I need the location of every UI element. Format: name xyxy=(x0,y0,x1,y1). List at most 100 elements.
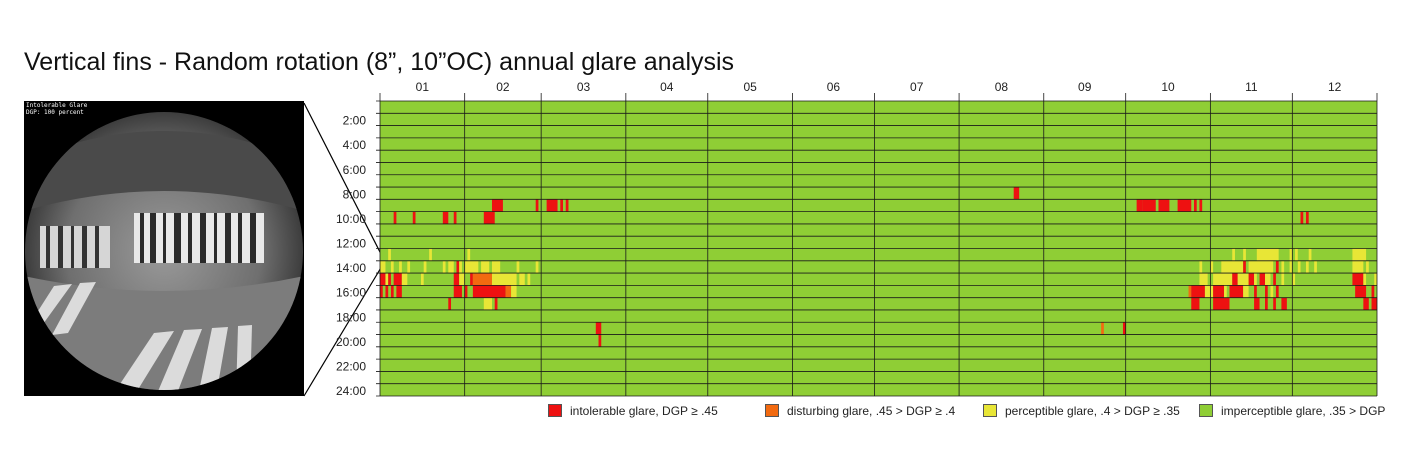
render-caption-line2: DGP: 100 percent xyxy=(26,109,84,116)
glare-cell-disturbing xyxy=(1101,322,1104,335)
glare-cell-perceptible xyxy=(1281,273,1285,286)
glare-cell-intolerable xyxy=(470,273,473,286)
glare-cell-perceptible xyxy=(1374,273,1377,286)
glare-cell-perceptible xyxy=(1243,248,1246,261)
month-tick-label: 08 xyxy=(995,80,1009,94)
glare-cell-perceptible xyxy=(1297,260,1301,274)
glare-cell-intolerable xyxy=(448,297,452,310)
month-tick-label: 02 xyxy=(496,80,510,94)
glare-cell-intolerable xyxy=(1281,297,1287,310)
month-tick-label: 05 xyxy=(743,80,757,94)
glare-cell-intolerable xyxy=(491,199,503,212)
glare-cell-intolerable xyxy=(380,273,386,286)
legend-item-imperceptible: imperceptible glare, .35 > DGP xyxy=(1199,404,1385,418)
legend-label-intolerable: intolerable glare, DGP ≥ .45 xyxy=(570,404,718,418)
month-tick-label: 12 xyxy=(1328,80,1342,94)
glare-cell-intolerable xyxy=(1273,273,1276,286)
glare-cell-perceptible xyxy=(1210,260,1214,274)
glare-cell-perceptible xyxy=(467,248,471,261)
glare-cell-intolerable xyxy=(1254,297,1260,310)
callout-line-bottom xyxy=(303,265,383,397)
glare-cell-perceptible xyxy=(1305,260,1309,274)
callout-line-top xyxy=(303,102,383,257)
glare-cell-intolerable xyxy=(1363,297,1369,310)
glare-cell-perceptible xyxy=(1363,273,1367,286)
glare-cell-perceptible xyxy=(1199,260,1203,274)
glare-cell-intolerable xyxy=(453,273,460,286)
glare-cell-intolerable xyxy=(1355,285,1367,298)
glare-cell-intolerable xyxy=(1275,285,1279,298)
glare-cell-perceptible xyxy=(1204,285,1214,298)
glare-cell-intolerable xyxy=(1229,285,1244,298)
month-tick-label: 04 xyxy=(660,80,674,94)
glare-cell-intolerable xyxy=(472,285,506,298)
legend-label-perceptible: perceptible glare, .4 > DGP ≥ .35 xyxy=(1005,404,1180,418)
glare-cell-intolerable xyxy=(1300,211,1304,224)
glare-cell-intolerable xyxy=(464,285,468,298)
glare-cell-intolerable xyxy=(380,285,383,298)
glare-cell-intolerable xyxy=(1259,273,1266,286)
glare-cell-perceptible xyxy=(390,260,394,274)
glare-cell-perceptible xyxy=(535,260,539,274)
legend-swatch-intolerable xyxy=(548,404,562,417)
hour-tick-label: 18:00 xyxy=(336,310,366,324)
glare-cell-perceptible xyxy=(1232,248,1235,261)
glare-cell-intolerable xyxy=(1232,273,1238,286)
glare-cell-disturbing xyxy=(472,273,492,286)
glare-cell-perceptible xyxy=(423,260,427,274)
glare-cell-perceptible xyxy=(1314,260,1317,274)
glare-cell-disturbing xyxy=(505,285,512,298)
glare-cell-perceptible xyxy=(1199,273,1208,286)
hour-tick-label: 22:00 xyxy=(336,359,366,373)
glare-cell-intolerable xyxy=(1158,199,1170,212)
hour-tick-label: 8:00 xyxy=(343,187,367,201)
month-tick-label: 10 xyxy=(1161,80,1175,94)
glare-cell-intolerable xyxy=(1213,297,1230,310)
hour-tick-label: 24:00 xyxy=(336,384,366,398)
glare-cell-perceptible xyxy=(464,260,479,274)
glare-cell-intolerable xyxy=(1243,260,1246,274)
hour-tick-label: 14:00 xyxy=(336,261,366,275)
glare-cell-intolerable xyxy=(494,297,498,310)
glare-cell-intolerable xyxy=(483,211,495,224)
legend-swatch-imperceptible xyxy=(1199,404,1213,417)
glare-cell-intolerable xyxy=(1275,260,1279,274)
glare-cell-intolerable xyxy=(1371,297,1377,310)
glare-cell-perceptible xyxy=(483,297,492,310)
glare-cell-intolerable xyxy=(1248,273,1255,286)
glare-cell-intolerable xyxy=(412,211,416,224)
glare-cell-intolerable xyxy=(1142,199,1156,212)
render-caption-line1: Intolerable Glare xyxy=(26,102,88,109)
glare-cell-perceptible xyxy=(527,273,531,286)
glare-cell-perceptible xyxy=(1224,285,1227,298)
legend-label-disturbing: disturbing glare, .45 > DGP ≥ .4 xyxy=(787,404,956,418)
glare-cell-intolerable xyxy=(396,285,402,298)
glare-cell-intolerable xyxy=(1371,285,1375,298)
glare-cell-perceptible xyxy=(420,273,424,286)
glare-cell-intolerable xyxy=(565,199,569,212)
glare-cell-perceptible xyxy=(1352,248,1367,261)
hour-tick-label: 20:00 xyxy=(336,335,366,349)
glare-cell-intolerable xyxy=(453,211,457,224)
glare-cell-intolerable xyxy=(453,285,462,298)
month-tick-label: 11 xyxy=(1245,80,1258,94)
legend-label-imperceptible: imperceptible glare, .35 > DGP xyxy=(1221,404,1386,418)
glare-cell-perceptible xyxy=(1295,248,1298,261)
glare-cell-intolerable xyxy=(388,273,391,286)
fisheye-render-image xyxy=(25,112,303,390)
glare-cell-intolerable xyxy=(1199,199,1203,212)
glare-cell-disturbing xyxy=(1188,285,1192,298)
glare-cell-perceptible xyxy=(491,273,517,286)
legend-item-disturbing: disturbing glare, .45 > DGP ≥ .4 xyxy=(765,404,955,418)
glare-cell-perceptible xyxy=(459,260,462,274)
glare-cell-intolerable xyxy=(1305,211,1309,224)
month-tick-label: 06 xyxy=(827,80,841,94)
glare-cell-intolerable xyxy=(560,199,564,212)
glare-cell-intolerable xyxy=(393,273,402,286)
glare-cell-perceptible xyxy=(516,260,520,274)
legend-item-intolerable: intolerable glare, DGP ≥ .45 xyxy=(548,404,718,418)
glare-cell-intolerable xyxy=(1136,199,1143,212)
glare-cell-perceptible xyxy=(1281,260,1285,274)
glare-cell-perceptible xyxy=(1366,260,1369,274)
glare-cell-perceptible xyxy=(519,273,525,286)
